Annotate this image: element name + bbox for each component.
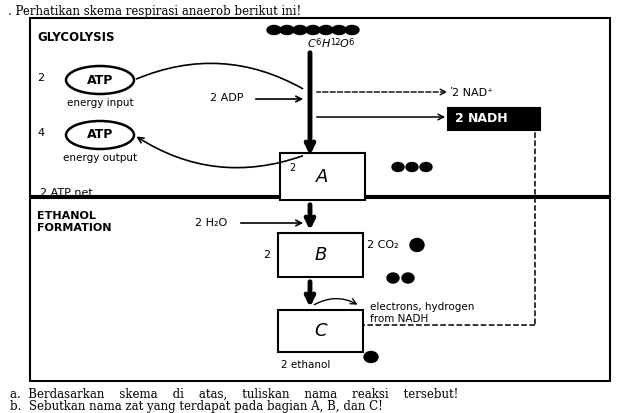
Text: . Perhatikan skema respirasi anaerob berikut ini!: . Perhatikan skema respirasi anaerob ber…	[8, 5, 301, 18]
Text: 2: 2	[37, 73, 44, 83]
Ellipse shape	[280, 26, 294, 35]
Ellipse shape	[387, 273, 399, 283]
Text: 2 NAD⁺: 2 NAD⁺	[452, 88, 493, 98]
Ellipse shape	[406, 162, 418, 171]
Text: B: B	[315, 246, 327, 264]
Text: 6: 6	[315, 38, 320, 47]
Ellipse shape	[332, 26, 346, 35]
Text: 6: 6	[348, 38, 353, 47]
Text: 2: 2	[263, 250, 270, 260]
Ellipse shape	[364, 351, 378, 363]
Text: C: C	[314, 322, 327, 340]
Text: 2 ADP: 2 ADP	[210, 93, 244, 103]
Text: 4: 4	[37, 128, 44, 138]
Text: 2 H₂O: 2 H₂O	[195, 218, 227, 228]
Text: ETHANOL
FORMATION: ETHANOL FORMATION	[37, 211, 111, 233]
Ellipse shape	[293, 26, 307, 35]
Ellipse shape	[319, 26, 333, 35]
Ellipse shape	[66, 66, 134, 94]
Ellipse shape	[410, 238, 424, 252]
Ellipse shape	[306, 26, 320, 35]
Text: a.  Berdasarkan    skema    di    atas,    tuliskan    nama    reaksi    tersebu: a. Berdasarkan skema di atas, tuliskan n…	[10, 388, 458, 401]
Text: energy input: energy input	[66, 98, 134, 108]
Text: b.  Sebutkan nama zat yang terdapat pada bagian A, B, dan C!: b. Sebutkan nama zat yang terdapat pada …	[10, 400, 383, 413]
Ellipse shape	[66, 121, 134, 149]
Text: 2 CO₂: 2 CO₂	[367, 240, 399, 250]
Text: ʼ: ʼ	[449, 86, 452, 96]
Bar	[280, 153, 365, 200]
Bar	[448, 108, 540, 130]
Text: ATP: ATP	[87, 74, 113, 86]
Text: GLYCOLYSIS: GLYCOLYSIS	[37, 31, 115, 44]
Bar	[30, 198, 610, 381]
Text: energy output: energy output	[63, 153, 137, 163]
Text: electrons, hydrogen
from NADH: electrons, hydrogen from NADH	[370, 302, 474, 324]
Text: 2: 2	[290, 163, 296, 173]
Text: C: C	[308, 39, 316, 49]
Text: 2 ATP net: 2 ATP net	[40, 188, 93, 198]
Bar	[278, 310, 363, 352]
Text: A: A	[316, 168, 329, 185]
Ellipse shape	[402, 273, 414, 283]
Ellipse shape	[345, 26, 359, 35]
Bar	[278, 233, 363, 277]
Bar	[30, 18, 610, 196]
Ellipse shape	[392, 162, 404, 171]
Text: 12: 12	[330, 38, 341, 47]
Text: 2 ethanol: 2 ethanol	[281, 360, 330, 370]
Text: O: O	[340, 39, 349, 49]
Ellipse shape	[267, 26, 281, 35]
Text: NADH: NADH	[468, 112, 509, 124]
Text: ATP: ATP	[87, 128, 113, 142]
Ellipse shape	[420, 162, 432, 171]
Text: H: H	[322, 39, 330, 49]
Text: 2: 2	[455, 112, 464, 124]
